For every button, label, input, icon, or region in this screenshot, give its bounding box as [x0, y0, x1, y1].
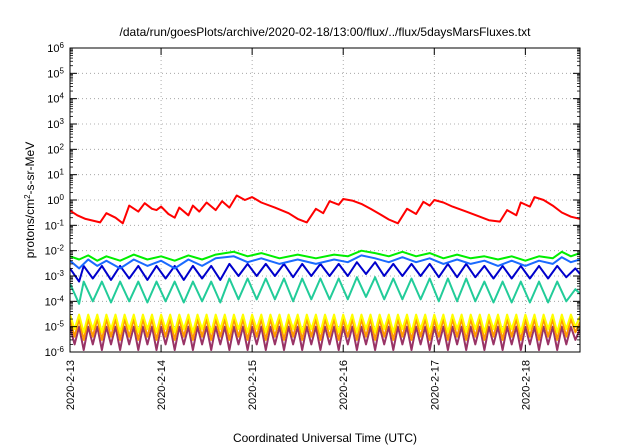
y-tick-label: 10-4 [45, 294, 65, 309]
y-tick-label: 102 [47, 142, 64, 157]
x-tick-label: 2020-2-15 [247, 360, 259, 410]
y-tick-base: 10 [45, 322, 57, 334]
y-tick-label: 104 [47, 91, 64, 106]
y-tick-label: 10-2 [45, 243, 65, 258]
y-tick-exponent: -4 [57, 294, 65, 303]
y-tick-exponent: -3 [57, 269, 65, 278]
y-tick-exponent: 3 [60, 117, 65, 126]
y-tick-exponent: 4 [60, 91, 65, 100]
y-tick-label: 100 [47, 193, 64, 208]
y-tick-label: 10-3 [45, 269, 65, 284]
y-tick-label: 10-6 [45, 345, 65, 360]
y-tick-exponent: 5 [60, 66, 65, 75]
x-tick-label: 2020-2-18 [520, 360, 532, 410]
y-label-sup: 2 [23, 194, 32, 199]
y-tick-label: 10-5 [45, 319, 65, 334]
series-line-8 [70, 325, 580, 351]
y-tick-base: 10 [45, 271, 57, 283]
y-tick-exponent: 1 [60, 167, 65, 176]
series-line-1 [70, 194, 580, 225]
chart-title: /data/run/goesPlots/archive/2020-02-18/1… [120, 25, 532, 39]
y-tick-exponent: -1 [57, 218, 65, 227]
y-tick-base: 10 [45, 220, 57, 232]
x-tick-label: 2020-2-13 [65, 360, 77, 410]
y-axis-ticks: 10610510410310210110010-110-210-310-410-… [45, 41, 580, 360]
y-tick-exponent: 0 [60, 193, 65, 202]
y-label-post: -s-sr-MeV [23, 142, 37, 195]
y-tick-base: 10 [47, 94, 59, 106]
y-tick-base: 10 [47, 43, 59, 55]
series-line-6 [70, 313, 580, 334]
y-tick-label: 101 [47, 167, 64, 182]
y-tick-exponent: -6 [57, 345, 65, 354]
x-tick-label: 2020-2-17 [429, 360, 441, 410]
series-line-3 [70, 254, 580, 270]
grid-lines [70, 48, 580, 352]
series-line-5 [70, 276, 580, 305]
x-tick-label: 2020-2-14 [156, 360, 168, 410]
y-tick-exponent: 2 [60, 142, 65, 151]
x-axis-ticks: 2020-2-13 2020-2-14 2020-2-15 2020-2-16 2020… [65, 48, 532, 410]
series-line-2 [70, 249, 580, 262]
y-tick-label: 106 [47, 41, 64, 56]
y-tick-exponent: -5 [57, 319, 65, 328]
x-axis-label: Coordinated Universal Time (UTC) [233, 431, 417, 445]
series-line-4 [70, 261, 580, 283]
y-tick-label: 103 [47, 117, 64, 132]
y-tick-base: 10 [45, 347, 57, 359]
y-tick-base: 10 [47, 170, 59, 182]
series-line-7 [70, 318, 580, 341]
y-tick-base: 10 [45, 296, 57, 308]
y-axis-label: protons/cm2-s-sr-MeV [23, 142, 38, 258]
y-tick-base: 10 [47, 119, 59, 131]
y-tick-exponent: -2 [57, 243, 65, 252]
y-tick-label: 10-1 [45, 218, 65, 233]
y-label-pre: protons/cm [23, 199, 37, 258]
y-tick-base: 10 [45, 246, 57, 258]
y-tick-label: 105 [47, 66, 64, 81]
y-tick-exponent: 6 [60, 41, 65, 50]
series-layer [70, 194, 580, 351]
y-tick-base: 10 [47, 68, 59, 80]
y-tick-base: 10 [47, 144, 59, 156]
x-tick-label: 2020-2-16 [338, 360, 350, 410]
y-tick-base: 10 [47, 195, 59, 207]
